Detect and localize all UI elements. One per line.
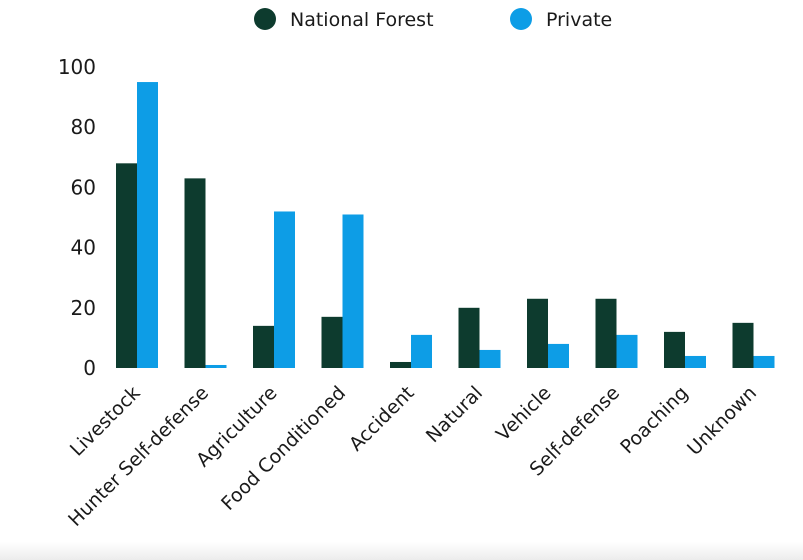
legend-marker-private — [510, 8, 532, 30]
y-tick-label: 40 — [71, 236, 96, 260]
x-tick-label: Poaching — [616, 382, 692, 458]
bar-private — [548, 343, 569, 368]
x-tick-label: Vehicle — [492, 382, 556, 446]
y-tick-label: 60 — [71, 175, 96, 199]
bar-private — [479, 349, 501, 368]
y-tick-label: 100 — [58, 55, 96, 79]
bar-national-forest — [458, 307, 480, 368]
y-tick-label: 80 — [71, 115, 96, 139]
y-axis: 0 20 40 60 80 100 — [58, 55, 96, 380]
x-tick-label: Accident — [345, 382, 419, 456]
x-tick-label: Food Conditioned — [217, 382, 350, 515]
bar-national-forest — [527, 298, 548, 368]
bar-private — [274, 211, 295, 368]
bar-private — [616, 334, 638, 368]
x-tick-label: Unknown — [683, 382, 761, 460]
legend-label-national-forest: National Forest — [290, 9, 434, 31]
bar-private — [685, 355, 706, 368]
bar-national-forest — [253, 325, 274, 368]
bar-private — [137, 82, 158, 369]
bar-national-forest — [184, 178, 206, 368]
bar-national-forest — [732, 322, 754, 368]
bar-national-forest — [321, 316, 343, 368]
legend: National Forest Private — [254, 8, 612, 31]
x-tick-label: Natural — [422, 382, 487, 447]
bar-national-forest — [116, 163, 137, 368]
x-tick-label: Hunter Self-defense — [64, 382, 213, 531]
legend-marker-national-forest — [254, 8, 276, 30]
bar-private — [753, 355, 775, 368]
bar-national-forest — [390, 361, 411, 368]
y-tick-label: 20 — [71, 296, 96, 320]
bar-private — [342, 214, 364, 368]
bottom-fade — [0, 542, 803, 560]
y-tick-label: 0 — [83, 356, 96, 380]
bar-national-forest — [664, 331, 685, 368]
bar-private — [411, 334, 432, 368]
bar-private — [205, 364, 227, 368]
bar-national-forest — [595, 298, 617, 368]
bars — [116, 82, 775, 369]
legend-label-private: Private — [546, 9, 612, 31]
